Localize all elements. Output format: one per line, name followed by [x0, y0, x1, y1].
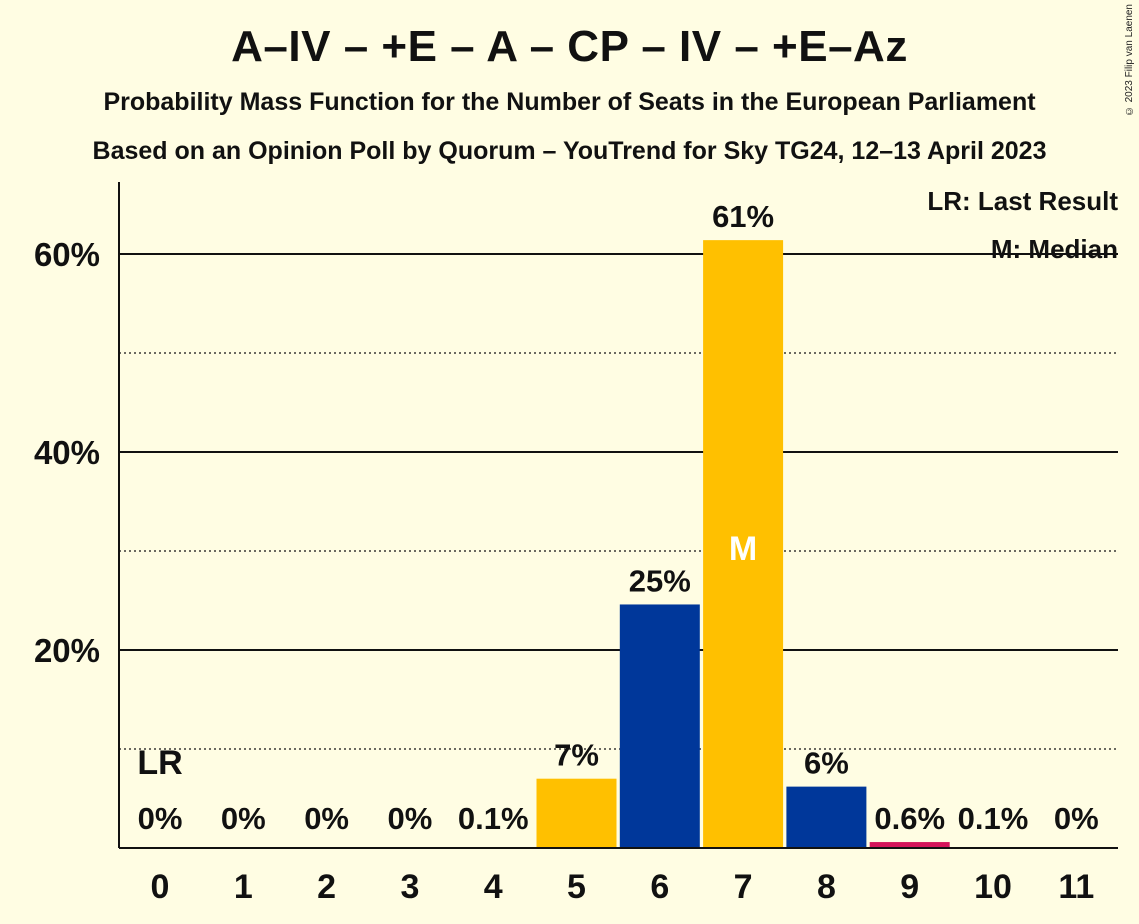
x-tick-label: 8	[817, 868, 836, 906]
bar	[869, 842, 950, 848]
data-label: 0%	[387, 801, 432, 836]
median-marker: M	[729, 530, 757, 568]
x-tick-label: 0	[151, 868, 170, 906]
data-label: 0.1%	[958, 801, 1029, 836]
data-label: 25%	[629, 563, 691, 598]
data-label: 0%	[304, 801, 349, 836]
data-label: 0%	[221, 801, 266, 836]
x-tick-label: 11	[1058, 868, 1094, 906]
x-tick-label: 9	[900, 868, 919, 906]
legend-median: M: Median	[991, 234, 1118, 264]
data-label: 0%	[138, 801, 183, 836]
chart-title: A–IV – +E – A – CP – IV – +E–Az	[231, 22, 908, 71]
x-tick-label: 1	[234, 868, 253, 906]
chart-subtitle-1: Probability Mass Function for the Number…	[103, 88, 1036, 116]
data-label: 7%	[554, 738, 599, 773]
bar	[536, 778, 617, 848]
bar	[786, 786, 867, 848]
x-tick-label: 5	[567, 868, 586, 906]
x-tick-label: 6	[650, 868, 669, 906]
x-tick-label: 3	[400, 868, 419, 906]
chart-subtitle-2: Based on an Opinion Poll by Quorum – You…	[92, 137, 1047, 165]
bar	[619, 604, 700, 848]
x-tick-label: 10	[974, 868, 1012, 906]
bar	[703, 240, 784, 848]
x-tick-label: 2	[317, 868, 336, 906]
data-label: 0%	[1054, 801, 1099, 836]
x-tick-label: 7	[734, 868, 753, 906]
y-tick-label: 20%	[34, 632, 100, 669]
data-label: 6%	[804, 746, 849, 781]
legend-last-result: LR: Last Result	[927, 186, 1118, 216]
y-tick-label: 40%	[34, 434, 100, 471]
data-label: 61%	[712, 199, 774, 234]
data-label: 0.1%	[458, 801, 529, 836]
y-tick-label: 60%	[34, 236, 100, 273]
last-result-marker: LR	[137, 744, 182, 782]
data-label: 0.6%	[874, 801, 945, 836]
x-tick-label: 4	[484, 868, 503, 906]
